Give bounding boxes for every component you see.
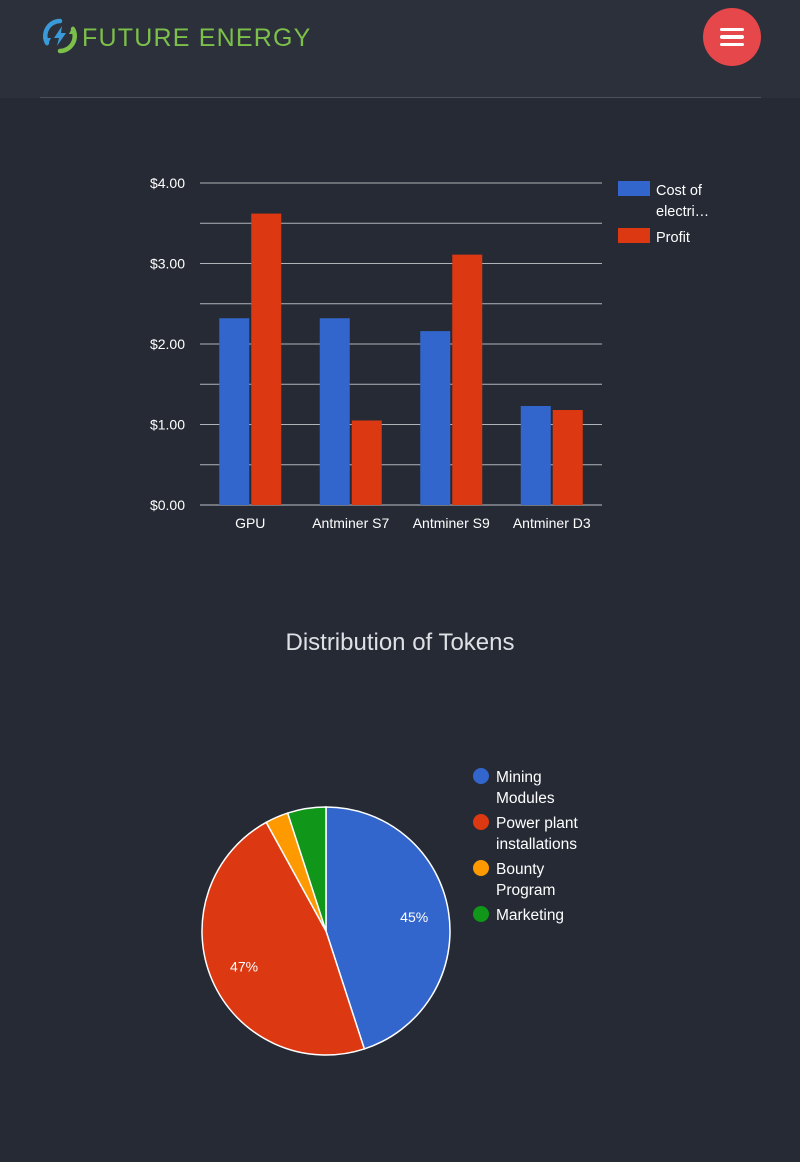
legend-dot xyxy=(473,768,489,784)
legend-dot xyxy=(473,814,489,830)
site-header: FUTURE ENERGY xyxy=(0,0,800,98)
legend-label: electri… xyxy=(656,204,709,220)
lightning-recycle-icon xyxy=(42,18,78,59)
pie-slice[interactable] xyxy=(325,806,451,1050)
legend-label: Profit xyxy=(656,230,690,246)
legend-label: Cost of xyxy=(656,183,703,199)
legend-label: Modules xyxy=(496,790,555,807)
legend-label: Bounty xyxy=(496,861,545,878)
y-tick-label: $3.00 xyxy=(150,256,185,272)
legend-label: Program xyxy=(496,882,555,899)
bar-chart: $0.00 $1.00 $2.00 $3.00 $4.00 GPU Antminer S7 A… xyxy=(150,175,709,531)
bar-profit[interactable] xyxy=(351,420,382,505)
bar-cost[interactable] xyxy=(420,331,451,505)
y-tick-label: $0.00 xyxy=(150,497,185,513)
legend-swatch xyxy=(618,181,650,196)
y-tick-label: $1.00 xyxy=(150,417,185,433)
bar-profit[interactable] xyxy=(251,213,282,505)
x-tick-label: Antminer D3 xyxy=(513,515,591,531)
legend-label: Marketing xyxy=(496,907,564,924)
bar-cost[interactable] xyxy=(520,405,551,505)
legend-label: installations xyxy=(496,836,577,853)
legend-dot xyxy=(473,860,489,876)
legend-label: Mining xyxy=(496,769,542,786)
pie-chart: Distribution of Tokens 45% 47% Mining Module… xyxy=(201,629,579,1056)
menu-button[interactable] xyxy=(703,8,761,66)
x-tick-label: Antminer S9 xyxy=(413,515,490,531)
y-tick-label: $4.00 xyxy=(150,175,185,191)
bar-cost[interactable] xyxy=(219,318,250,505)
slice-label: 45% xyxy=(400,909,428,925)
brand-name: FUTURE ENERGY xyxy=(82,24,312,52)
y-tick-label: $2.00 xyxy=(150,336,185,352)
pie-title: Distribution of Tokens xyxy=(285,629,514,656)
x-tick-label: Antminer S7 xyxy=(312,515,389,531)
bar-profit[interactable] xyxy=(452,254,483,505)
legend-label: Power plant xyxy=(496,815,579,832)
hamburger-menu-icon xyxy=(720,24,744,51)
header-divider xyxy=(40,97,761,98)
legend-swatch xyxy=(618,228,650,243)
brand-logo[interactable]: FUTURE ENERGY xyxy=(42,18,312,59)
bar-profit[interactable] xyxy=(552,410,583,505)
pie-slice[interactable] xyxy=(201,821,366,1056)
pie-slice[interactable] xyxy=(286,806,327,932)
slice-label: 47% xyxy=(230,958,258,974)
bar-cost[interactable] xyxy=(319,318,350,505)
legend-dot xyxy=(473,906,489,922)
x-tick-label: GPU xyxy=(235,515,265,531)
